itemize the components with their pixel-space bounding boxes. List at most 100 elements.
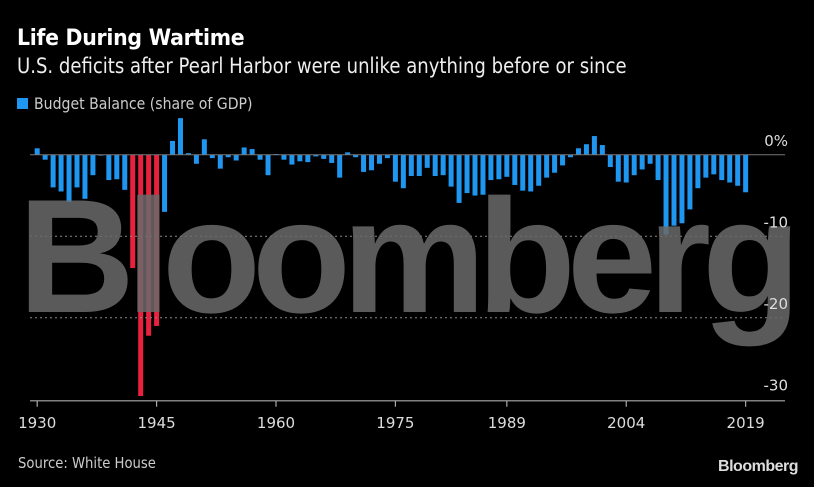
bar-1974 [384, 154, 390, 159]
bar-1935 [74, 154, 80, 188]
bar-1931 [42, 154, 48, 160]
bar-2018 [735, 154, 741, 186]
bar-1932 [50, 154, 56, 188]
bar-2012 [687, 154, 693, 210]
bar-1947 [170, 140, 176, 155]
bar-1972 [369, 154, 375, 171]
watermark: Bloomberg [18, 166, 792, 347]
bar-1962 [289, 154, 295, 165]
bar-1959 [265, 154, 271, 176]
bar-1930 [34, 148, 40, 155]
y-tick-label: -10 [764, 213, 789, 231]
bar-2000 [591, 136, 597, 155]
bar-1980 [432, 154, 438, 176]
bar-1996 [560, 154, 566, 166]
bar-1948 [177, 118, 183, 155]
bar-1965 [313, 154, 319, 157]
x-tick-label: 1960 [257, 414, 295, 432]
bar-1999 [583, 144, 589, 155]
bar-1976 [400, 154, 406, 189]
bar-1968 [337, 154, 343, 178]
bar-1963 [297, 154, 303, 162]
bar-1982 [448, 154, 454, 187]
bar-2003 [615, 154, 621, 182]
bar-1979 [424, 154, 430, 168]
x-axis: 1930 1945 1960 1975 1989 2004 2019 [18, 400, 785, 432]
bar-1942 [130, 154, 136, 269]
x-tick-label: 1989 [488, 414, 526, 432]
bar-1946 [162, 154, 168, 212]
bar-1992 [528, 154, 534, 192]
bar-2010 [671, 154, 677, 226]
bar-1961 [281, 154, 287, 160]
bar-1936 [82, 154, 88, 199]
bar-1951 [201, 139, 207, 155]
bar-1956 [241, 147, 247, 155]
chart-subtitle: U.S. deficits after Pearl Harbor were un… [17, 54, 627, 78]
bar-2015 [711, 154, 717, 175]
bar-1944 [146, 154, 152, 336]
bar-2008 [655, 154, 661, 181]
bar-1955 [233, 154, 239, 161]
x-tick-label: 2019 [727, 414, 765, 432]
bloomberg-logo: Bloomberg [718, 458, 798, 475]
bar-1989 [504, 154, 510, 177]
bar-1975 [392, 154, 398, 182]
bar-1957 [249, 149, 255, 155]
bar-2019 [743, 154, 749, 193]
bar-1995 [552, 154, 558, 173]
bar-1978 [416, 154, 422, 176]
bar-2005 [631, 154, 637, 176]
bar-2014 [703, 154, 709, 178]
y-axis: 0% -10 -20 -30 [764, 132, 789, 394]
bar-2013 [695, 154, 701, 189]
bar-1964 [305, 154, 311, 163]
bar-1973 [376, 154, 382, 164]
bar-2011 [679, 154, 685, 224]
bar-1949 [185, 153, 191, 155]
x-tick-label: 1975 [376, 414, 414, 432]
bar-2002 [607, 154, 613, 168]
bar-1952 [209, 154, 215, 159]
gridlines-group [30, 154, 785, 319]
bar-1983 [456, 154, 462, 203]
bar-2001 [599, 145, 605, 155]
bar-1950 [193, 154, 199, 164]
legend: Budget Balance (share of GDP) [17, 94, 282, 113]
bar-1971 [361, 154, 367, 172]
legend-swatch [17, 98, 28, 109]
bar-1967 [329, 154, 335, 163]
x-tick-label: 2004 [607, 414, 645, 432]
bar-1934 [66, 154, 72, 203]
bar-2009 [663, 154, 669, 235]
bar-1953 [217, 154, 223, 169]
y-tick-label: -30 [764, 376, 789, 394]
bars-group [34, 118, 749, 397]
y-tick-label: -20 [764, 295, 789, 313]
bar-1945 [154, 154, 160, 326]
bar-1984 [464, 154, 470, 194]
bar-1987 [488, 154, 494, 181]
bar-1985 [472, 154, 478, 196]
bar-1977 [408, 154, 414, 176]
bar-1988 [496, 154, 502, 180]
bar-2007 [647, 154, 653, 164]
bar-1998 [575, 148, 581, 155]
bar-1954 [225, 154, 231, 158]
source-note: Source: White House [18, 454, 156, 472]
bar-2006 [639, 154, 645, 170]
chart-title: Life During Wartime [17, 26, 245, 51]
y-tick-label: 0% [764, 132, 788, 150]
bar-1990 [512, 154, 518, 185]
bar-2004 [623, 154, 629, 183]
bar-1943 [138, 154, 144, 397]
bar-1966 [321, 154, 327, 159]
x-tick-label: 1930 [18, 414, 56, 432]
bar-1970 [353, 154, 359, 158]
bar-1939 [106, 154, 112, 181]
bar-1937 [90, 154, 96, 176]
legend-label: Budget Balance (share of GDP) [34, 94, 253, 113]
x-tick-label: 1945 [138, 414, 176, 432]
bar-1958 [257, 154, 263, 160]
